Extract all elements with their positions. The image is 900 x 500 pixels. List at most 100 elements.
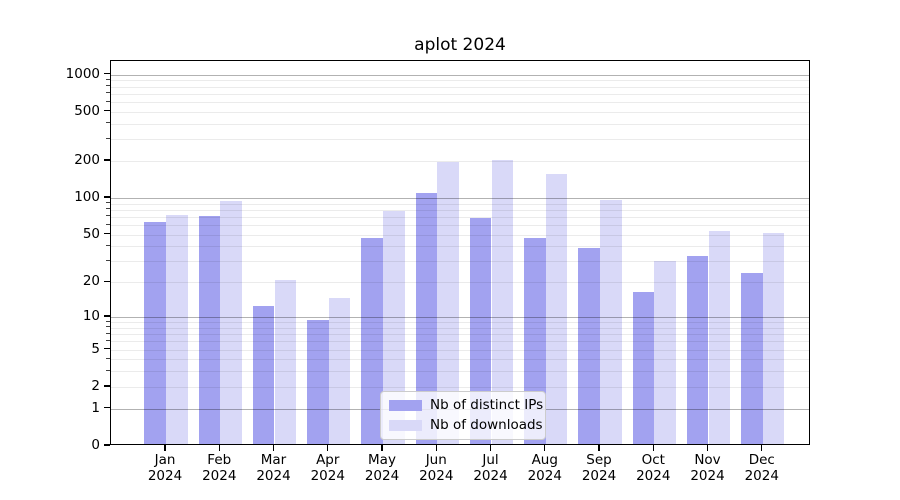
gridline-minor bbox=[111, 93, 809, 95]
bar-downloads-dec bbox=[762, 232, 785, 444]
y-minor-tick-mark bbox=[106, 122, 110, 124]
gridline-minor bbox=[111, 322, 809, 324]
gridline-minor bbox=[111, 225, 809, 226]
y-minor-tick-mark bbox=[106, 137, 110, 139]
x-tick-label: Apr 2024 bbox=[310, 452, 345, 484]
y-tick-label: 5 bbox=[91, 340, 100, 357]
y-tick-label: 100 bbox=[74, 188, 100, 205]
legend-label-distinct-ips: Nb of distinct IPs bbox=[430, 397, 544, 413]
x-tick-label: Oct 2024 bbox=[636, 452, 671, 484]
y-minor-tick-mark bbox=[106, 385, 110, 387]
y-tick-label: 1 bbox=[91, 399, 100, 416]
y-tick-label: 200 bbox=[74, 151, 100, 168]
gridline-minor bbox=[111, 160, 809, 162]
y-tick-mark bbox=[104, 315, 110, 317]
x-tick-mark bbox=[544, 445, 546, 451]
y-tick-mark bbox=[104, 444, 110, 446]
x-tick-mark bbox=[489, 445, 492, 451]
y-minor-tick-mark bbox=[106, 215, 110, 217]
gridline-minor bbox=[111, 139, 809, 141]
x-tick-mark bbox=[327, 445, 329, 451]
gridline-minor bbox=[111, 111, 809, 113]
y-minor-tick-mark bbox=[106, 202, 110, 203]
y-minor-tick-mark bbox=[106, 223, 110, 225]
gridline-minor bbox=[111, 334, 809, 336]
bar-downloads-mar bbox=[274, 280, 297, 444]
gridline-minor bbox=[111, 86, 809, 88]
y-minor-tick-mark bbox=[106, 110, 110, 112]
y-tick-label: 0 bbox=[91, 437, 100, 453]
bar-distinct-ips-nov bbox=[686, 256, 709, 444]
y-tick-label: 20 bbox=[82, 273, 100, 290]
gridline-minor bbox=[111, 386, 809, 388]
gridline-minor bbox=[111, 216, 809, 218]
legend-swatch-distinct-ips bbox=[389, 400, 422, 411]
bar-distinct-ips-feb bbox=[198, 216, 221, 444]
gridline-minor bbox=[111, 209, 809, 211]
bar-downloads-sep bbox=[600, 199, 622, 444]
x-tick-mark bbox=[272, 445, 275, 451]
y-tick-label: 500 bbox=[74, 102, 100, 119]
y-minor-tick-mark bbox=[106, 159, 110, 161]
bar-distinct-ips-jun bbox=[415, 192, 438, 444]
bar-distinct-ips-sep bbox=[578, 248, 600, 444]
y-minor-tick-mark bbox=[106, 233, 110, 235]
bar-distinct-ips-apr bbox=[307, 320, 329, 444]
y-minor-tick-mark bbox=[106, 92, 110, 94]
y-minor-tick-mark bbox=[106, 208, 110, 210]
gridline-major bbox=[111, 317, 809, 319]
y-minor-tick-mark bbox=[106, 357, 110, 359]
y-minor-tick-mark bbox=[106, 320, 110, 322]
y-minor-tick-mark bbox=[106, 332, 110, 334]
x-tick-mark bbox=[164, 445, 166, 451]
x-tick-mark bbox=[435, 445, 437, 451]
bar-downloads-feb bbox=[220, 200, 242, 444]
bar-distinct-ips-jul bbox=[469, 217, 492, 444]
y-minor-tick-mark bbox=[106, 348, 110, 350]
bar-downloads-jan bbox=[166, 214, 188, 444]
gridline-minor bbox=[111, 349, 809, 351]
x-tick-label: Dec 2024 bbox=[744, 452, 779, 484]
y-tick-label: 10 bbox=[82, 308, 100, 325]
gridline-minor bbox=[111, 261, 809, 263]
x-tick-label: Feb 2024 bbox=[202, 452, 237, 484]
y-minor-tick-mark bbox=[106, 244, 110, 246]
bar-downloads-jun bbox=[437, 162, 459, 444]
y-tick-mark bbox=[104, 72, 110, 75]
x-tick-label: May 2024 bbox=[364, 452, 400, 484]
gridline-minor bbox=[111, 282, 809, 284]
gridline-major bbox=[111, 197, 809, 199]
x-tick-label: Nov 2024 bbox=[690, 452, 725, 484]
plot-area: Nb of distinct IPs Nb of downloads bbox=[110, 60, 810, 445]
legend-swatch-downloads bbox=[389, 420, 422, 431]
gridline-minor bbox=[111, 123, 809, 125]
bar-downloads-may bbox=[383, 211, 405, 444]
gridline-minor bbox=[111, 203, 809, 205]
bar-distinct-ips-jan bbox=[144, 222, 166, 444]
y-tick-mark bbox=[104, 196, 110, 198]
x-tick-mark bbox=[652, 445, 654, 451]
y-minor-tick-mark bbox=[106, 326, 110, 328]
bar-downloads-apr bbox=[328, 298, 351, 444]
legend-label-downloads: Nb of downloads bbox=[430, 417, 543, 433]
y-minor-tick-mark bbox=[106, 85, 110, 87]
legend-item-distinct-ips: Nb of distinct IPs bbox=[389, 397, 543, 414]
bar-downloads-nov bbox=[708, 230, 731, 444]
gridline-minor bbox=[111, 102, 809, 104]
y-minor-tick-mark bbox=[106, 369, 110, 371]
bar-downloads-oct bbox=[654, 261, 676, 444]
gridline-minor bbox=[111, 327, 809, 329]
x-tick-label: Jun 2024 bbox=[419, 452, 454, 484]
chart-title: aplot 2024 bbox=[414, 35, 506, 55]
y-tick-label: 2 bbox=[91, 377, 100, 394]
x-tick-mark bbox=[381, 445, 383, 451]
y-minor-tick-mark bbox=[106, 259, 110, 261]
x-tick-label: Jan 2024 bbox=[147, 452, 183, 484]
gridline-minor bbox=[111, 80, 809, 82]
bar-downloads-jul bbox=[491, 160, 514, 444]
x-tick-label: Sep 2024 bbox=[581, 452, 617, 484]
y-minor-tick-mark bbox=[106, 78, 110, 80]
bar-distinct-ips-mar bbox=[252, 306, 275, 444]
y-tick-label: 50 bbox=[82, 225, 100, 242]
